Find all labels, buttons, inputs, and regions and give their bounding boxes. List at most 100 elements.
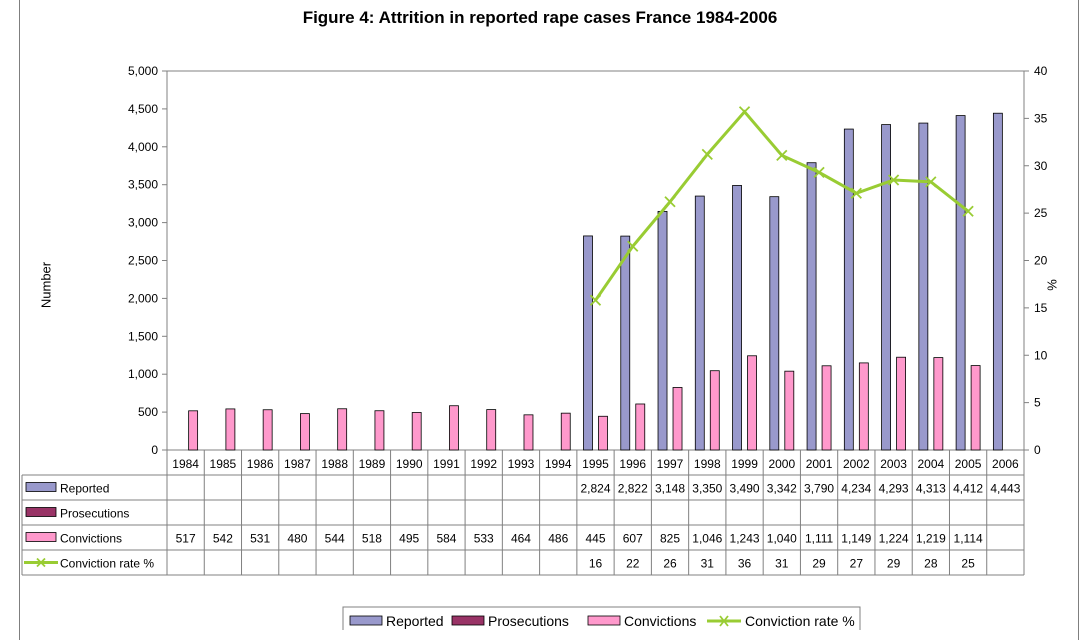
table-cell-value: 1,224 [879, 532, 909, 546]
y-tick-label-right: 30 [1034, 159, 1048, 173]
bar-convictions [560, 412, 571, 451]
table-cell-value: 607 [623, 532, 643, 546]
x-tick-label: 2006 [992, 457, 1019, 471]
table-cell-value: 517 [176, 532, 196, 546]
legend-label: Prosecutions [488, 613, 569, 629]
y-tick-label-left: 4,500 [128, 102, 158, 116]
x-tick-label: 1997 [657, 457, 684, 471]
table-legend-key [25, 482, 57, 492]
chart-title: Figure 4: Attrition in reported rape cas… [302, 8, 778, 27]
table-cell-value: 25 [961, 557, 975, 571]
table-cell-value: 22 [626, 557, 640, 571]
table-cell-value: 544 [325, 532, 345, 546]
bar-reported [583, 235, 593, 451]
bar-reported [992, 112, 1003, 451]
table-cell-value: 16 [589, 557, 603, 571]
table-cell-value: 4,313 [916, 482, 946, 496]
y-tick-label-right: 40 [1034, 64, 1048, 78]
table-cell-value: 1,040 [767, 532, 797, 546]
point-conviction-rate [962, 205, 974, 217]
table-cell-value: 3,148 [655, 482, 685, 496]
y-tick-label-right: 25 [1034, 206, 1048, 220]
bar-reported [806, 162, 817, 451]
table-cell-value: 486 [548, 532, 568, 546]
table-cell-value: 2,824 [580, 482, 610, 496]
table-cell-value: 495 [399, 532, 419, 546]
bar-convictions [598, 415, 608, 451]
table-cell-value: 31 [701, 557, 715, 571]
bar-reported [918, 122, 929, 451]
table-legend-key [36, 557, 46, 568]
y-tick-label-left: 500 [138, 405, 158, 419]
table-cell-value: 584 [436, 532, 456, 546]
table-cell-value: 26 [663, 557, 677, 571]
table-row-label: Conviction rate % [60, 557, 154, 571]
table-legend-key [25, 532, 57, 542]
x-tick-label: 1998 [694, 457, 721, 471]
bar-convictions [672, 387, 683, 451]
table-row-label: Prosecutions [60, 507, 129, 521]
point-marker [887, 174, 900, 186]
table-cell-value: 1,111 [805, 532, 834, 546]
table-cell-value: 4,412 [953, 482, 983, 496]
x-tick-label: 1995 [582, 457, 609, 471]
bar-convictions [747, 355, 757, 451]
x-tick-label: 1986 [247, 457, 274, 471]
bar-convictions [933, 357, 944, 451]
point-conviction-rate [850, 187, 862, 199]
table-row-label: Convictions [60, 532, 122, 546]
table-cell-value: 27 [850, 557, 864, 571]
x-tick-label: 2001 [806, 457, 833, 471]
plot-area [166, 70, 1025, 451]
table-cell-value: 533 [474, 532, 494, 546]
bar-convictions [300, 413, 310, 451]
legend-key [451, 615, 485, 626]
bar-convictions [337, 408, 348, 451]
bar-convictions [821, 365, 832, 451]
bar-convictions [858, 362, 869, 451]
y-tick-label-left: 2,500 [128, 254, 158, 268]
point-conviction-rate [925, 176, 937, 188]
x-tick-label: 1984 [172, 457, 199, 471]
y-tick-label-left: 3,500 [128, 178, 158, 192]
x-tick-label: 1996 [619, 457, 646, 471]
table-row-label: Reported [60, 482, 109, 496]
table-cell-value: 29 [887, 557, 901, 571]
point-marker [701, 148, 713, 161]
x-tick-label: 1988 [321, 457, 348, 471]
point-conviction-rate [813, 166, 825, 179]
y-tick-label-left: 5,000 [128, 64, 158, 78]
point-marker [627, 240, 639, 252]
x-tick-label: 2000 [768, 457, 795, 471]
table-cell-value: 1,046 [692, 532, 722, 546]
point-conviction-rate [887, 174, 900, 186]
table-cell-value: 542 [213, 532, 233, 546]
x-tick-label: 1989 [359, 457, 386, 471]
x-tick-label: 1994 [545, 457, 572, 471]
y-tick-label-left: 1,000 [128, 367, 158, 381]
x-tick-label: 1993 [508, 457, 535, 471]
table-cell-value: 31 [775, 557, 789, 571]
table-cell-value: 1,219 [916, 532, 946, 546]
table-cell-value: 464 [511, 532, 531, 546]
legend-label: Convictions [624, 613, 696, 629]
bar-convictions [970, 365, 981, 451]
table-cell-value: 3,490 [730, 482, 760, 496]
bar-reported [769, 196, 780, 451]
bar-convictions [262, 409, 273, 451]
bar-reported [657, 210, 668, 451]
table-cell-value: 1,114 [954, 532, 983, 546]
y-tick-label-left: 2,000 [128, 291, 158, 305]
chart-frame [19, 0, 1079, 640]
y-tick-label-right: 10 [1034, 348, 1048, 362]
table-cell-value: 4,234 [841, 482, 871, 496]
y-tick-label-left: 1,500 [128, 329, 158, 343]
table-cell-value: 531 [250, 532, 270, 546]
bar-convictions [374, 410, 385, 451]
table-cell-value: 445 [585, 532, 605, 546]
y-tick-label-right: 0 [1034, 443, 1041, 457]
point-marker [664, 196, 676, 208]
legend-key [349, 615, 383, 626]
legend-key [719, 615, 729, 627]
